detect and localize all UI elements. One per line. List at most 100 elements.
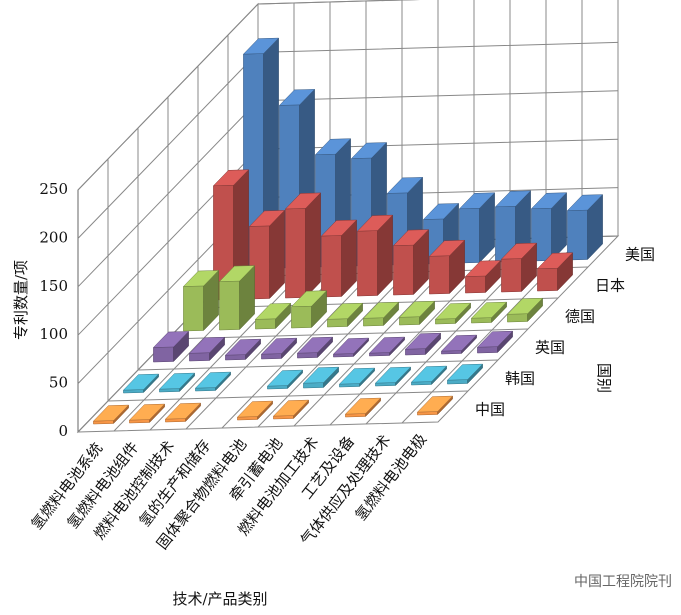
bar-top [92, 404, 130, 422]
bar-front [507, 313, 528, 323]
bar [266, 369, 304, 390]
bar-top [326, 302, 364, 320]
y-axis-title: 专利数量/项 [12, 260, 30, 340]
bar [218, 264, 256, 331]
bar-top [194, 371, 232, 389]
bar-top [242, 37, 280, 55]
bar [344, 397, 382, 418]
bar-top [464, 260, 502, 277]
bar [320, 219, 358, 298]
bar [410, 365, 448, 386]
bar-top [422, 203, 460, 220]
bar [404, 332, 442, 356]
y-tick-label: 100 [39, 325, 68, 343]
bar-top [344, 397, 382, 415]
bar-front [285, 208, 306, 299]
bar [248, 209, 286, 300]
bar-top [182, 270, 220, 287]
bar [332, 337, 370, 358]
bar [368, 336, 406, 357]
bar [446, 363, 484, 385]
bar-top [434, 302, 472, 320]
bar [506, 297, 544, 323]
bar-top [260, 337, 298, 355]
bar-front [303, 382, 324, 389]
bar-top [122, 373, 160, 391]
bar-front [255, 318, 276, 330]
bar-top [428, 239, 466, 257]
bar [500, 242, 538, 293]
bar-top [368, 336, 406, 354]
bar-top [440, 334, 478, 352]
bar [290, 290, 328, 329]
bar [476, 330, 514, 354]
bar-top [302, 366, 340, 384]
bar-top [272, 399, 310, 417]
series-label: 德国 [565, 308, 595, 326]
x-axis-title: 技术/产品类别 [172, 590, 267, 608]
bar [128, 403, 166, 424]
bar-top [254, 303, 292, 320]
bar [362, 301, 400, 327]
bar [152, 330, 190, 363]
grid-line [77, 0, 421, 191]
bar-top [332, 337, 370, 355]
bar-top [416, 395, 454, 413]
bar-top [386, 177, 424, 194]
bar-top [410, 365, 448, 383]
bar-top [218, 265, 256, 282]
bar-front [327, 318, 348, 328]
bar-top [446, 363, 484, 381]
bar-front [357, 230, 378, 297]
bar [164, 402, 202, 423]
bar [458, 192, 496, 264]
bar-top [320, 219, 358, 237]
bar [470, 301, 508, 324]
bar [416, 395, 454, 416]
bar [272, 399, 310, 420]
bar-top [494, 190, 532, 208]
bar [194, 371, 232, 392]
bar [92, 404, 130, 425]
bar-top [266, 369, 304, 387]
bar-top [536, 252, 574, 270]
y-tick-label: 200 [39, 228, 68, 246]
bar-top [152, 331, 190, 348]
bar-front [399, 316, 420, 326]
bar [254, 302, 292, 330]
bar-front [435, 318, 456, 325]
bar [464, 259, 502, 294]
bar [536, 252, 574, 292]
watermark: 中国工程院院刊 [574, 574, 672, 590]
bar-front [501, 258, 522, 293]
bar-top [362, 301, 400, 319]
bar-top [128, 403, 166, 421]
bar-top [158, 372, 196, 390]
bar-front [321, 235, 342, 298]
series-label: 美国 [625, 246, 655, 264]
bar-top [164, 402, 202, 420]
bar-top [236, 400, 274, 418]
bar-top [566, 194, 604, 211]
bar [440, 334, 478, 355]
bar [398, 300, 436, 326]
bar-top [506, 297, 544, 315]
bar [296, 336, 334, 359]
bar-front [183, 285, 204, 332]
bar [356, 214, 394, 297]
bar-side [305, 192, 321, 299]
bar-top [224, 338, 262, 356]
bar [374, 366, 412, 387]
bar-top [398, 300, 436, 318]
bar-front [291, 305, 312, 329]
bar-top [212, 169, 250, 187]
bar [530, 192, 568, 262]
bar-top [350, 142, 388, 159]
bar-front [261, 353, 282, 360]
bar-top [278, 89, 316, 106]
bar-top [284, 192, 322, 210]
bar-front [219, 280, 240, 331]
bar-front [405, 348, 426, 356]
bar-top [356, 214, 394, 232]
